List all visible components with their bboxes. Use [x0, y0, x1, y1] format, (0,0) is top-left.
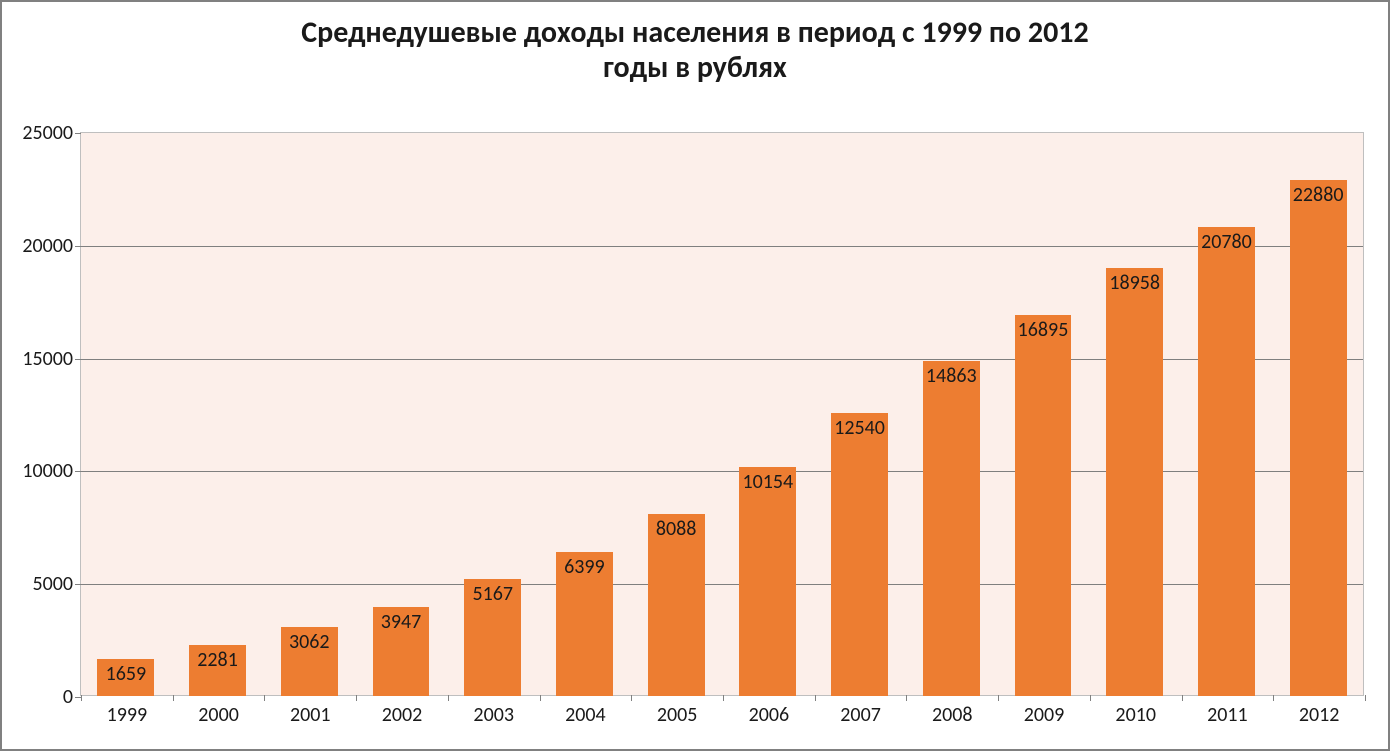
- plot-area: 0500010000150002000025000199920002001200…: [80, 132, 1364, 696]
- bar: 5167: [464, 579, 521, 696]
- y-tick-label: 20000: [22, 234, 73, 258]
- bar-value-label: 3062: [282, 630, 337, 654]
- bar-value-label: 1659: [98, 662, 153, 686]
- x-tick-label: 2011: [1207, 703, 1248, 727]
- chart-title-line2: годы в рублях: [603, 49, 787, 86]
- bar-value-label: 14863: [924, 364, 979, 388]
- chart-title: Среднедушевые доходы населения в период …: [2, 16, 1388, 85]
- y-tick-label: 0: [63, 685, 73, 709]
- bar: 16895: [1015, 315, 1072, 696]
- x-tick-label: 2002: [382, 703, 423, 727]
- bar-value-label: 10154: [740, 470, 795, 494]
- x-tick-label: 2000: [198, 703, 239, 727]
- x-tick-label: 2006: [749, 703, 790, 727]
- bar-value-label: 18958: [1107, 271, 1162, 295]
- x-tick-label: 2005: [657, 703, 698, 727]
- bar-value-label: 3947: [374, 610, 429, 634]
- bar: 10154: [739, 467, 796, 696]
- bar-value-label: 22880: [1291, 183, 1346, 207]
- bar: 22880: [1290, 180, 1347, 696]
- bar: 2281: [189, 645, 246, 696]
- bar-value-label: 6399: [557, 555, 612, 579]
- chart-title-line1: Среднедушевые доходы населения в период …: [301, 14, 1088, 51]
- bar: 8088: [648, 514, 705, 696]
- bar-value-label: 12540: [832, 416, 887, 440]
- bar-value-label: 8088: [649, 517, 704, 541]
- bar: 3062: [281, 627, 338, 696]
- bar: 6399: [556, 552, 613, 696]
- bar: 20780: [1198, 227, 1255, 696]
- x-tick-label: 2007: [840, 703, 881, 727]
- bar: 14863: [923, 361, 980, 696]
- y-tick-label: 5000: [32, 572, 73, 596]
- x-tick-label: 1999: [107, 703, 148, 727]
- chart-frame: Среднедушевые доходы населения в период …: [0, 0, 1390, 751]
- bar: 12540: [831, 413, 888, 696]
- bar-value-label: 16895: [1016, 318, 1071, 342]
- x-tick-label: 2012: [1299, 703, 1340, 727]
- x-tick-label: 2010: [1115, 703, 1156, 727]
- x-tick-label: 2001: [290, 703, 331, 727]
- bar: 1659: [97, 659, 154, 696]
- x-tick-label: 2008: [932, 703, 973, 727]
- x-tick-label: 2003: [473, 703, 514, 727]
- y-tick-label: 25000: [22, 121, 73, 145]
- x-tick-mark: [1365, 695, 1366, 701]
- bar-value-label: 5167: [465, 582, 520, 606]
- y-tick-label: 10000: [22, 459, 73, 483]
- x-tick-label: 2004: [565, 703, 606, 727]
- y-tick-label: 15000: [22, 347, 73, 371]
- bar: 3947: [373, 607, 430, 696]
- bar-value-label: 20780: [1199, 230, 1254, 254]
- x-tick-label: 2009: [1024, 703, 1065, 727]
- bar-value-label: 2281: [190, 648, 245, 672]
- bars-layer: 1659 2281 3062 3947 5167 6399 8088 10154 12540 14…: [80, 132, 1364, 696]
- bar: 18958: [1106, 268, 1163, 696]
